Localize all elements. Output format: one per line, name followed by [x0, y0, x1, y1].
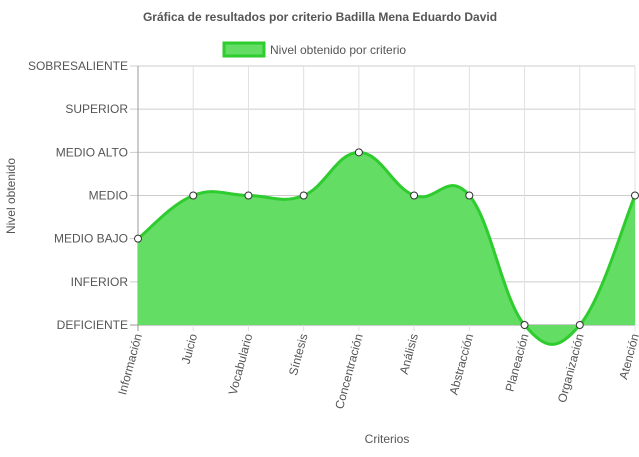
x-tick-label: Abstracción — [446, 332, 476, 396]
chart-title: Gráfica de resultados por criterio Badil… — [143, 10, 497, 24]
y-tick-label: DEFICIENTE — [57, 318, 128, 332]
y-axis-ticks: DEFICIENTE INFERIOR MEDIO BAJO MEDIO MEDIO A… — [28, 59, 128, 332]
data-point[interactable] — [134, 234, 142, 243]
y-tick-label: MEDIO ALTO — [56, 145, 128, 159]
x-tick-label: Información — [115, 332, 145, 396]
x-tick-label: Planeación — [503, 332, 532, 393]
x-tick-label: Concentración — [332, 332, 366, 410]
series — [134, 148, 639, 346]
x-tick-label: Análisis — [397, 332, 421, 376]
x-tick-label: Síntesis — [286, 332, 311, 377]
legend[interactable]: Nivel obtenido por criterio — [222, 41, 406, 58]
data-point[interactable] — [299, 191, 308, 200]
legend-label: Nivel obtenido por criterio — [270, 43, 406, 57]
data-point[interactable] — [410, 191, 419, 200]
x-tick-label: Juicio — [179, 332, 201, 366]
legend-swatch — [222, 41, 266, 58]
y-tick-label: SOBRESALIENTE — [28, 59, 128, 73]
series-area — [138, 152, 635, 345]
y-tick-label: MEDIO BAJO — [54, 232, 128, 246]
y-tick-label: MEDIO — [89, 189, 128, 203]
data-point[interactable] — [465, 191, 474, 200]
data-point[interactable] — [631, 191, 639, 200]
data-point[interactable] — [354, 148, 363, 157]
data-point[interactable] — [189, 191, 198, 200]
x-tick-label: Vocabulario — [226, 332, 256, 397]
y-axis-label: Nivel obtenido — [4, 158, 18, 234]
data-point[interactable] — [244, 191, 253, 200]
x-tick-label: Atención — [616, 332, 639, 381]
data-point[interactable] — [520, 321, 529, 329]
y-tick-label: INFERIOR — [71, 275, 129, 289]
x-axis-label: Criterios — [365, 432, 410, 446]
y-tick-label: SUPERIOR — [65, 102, 128, 116]
data-point[interactable] — [575, 321, 584, 329]
